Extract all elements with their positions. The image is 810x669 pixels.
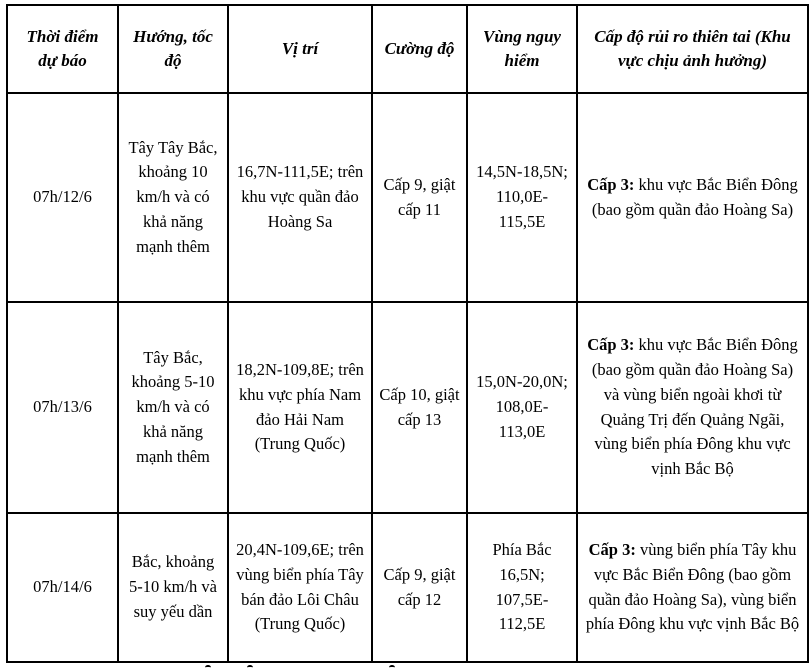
risk-area-text: khu vực Bắc Biển Đông (bao gồm quần đảo … (591, 335, 798, 478)
cell-position: 18,2N-109,8E; trên khu vực phía Nam đảo … (227, 301, 373, 514)
forecast-row-12-6: 07h/12/6 Tây Tây Bắc, khoảng 10 km/h và … (6, 92, 809, 303)
cell-forecast-time: 07h/12/6 (6, 92, 119, 303)
col-header-danger-zone: Vùng nguy hiểm (466, 4, 578, 94)
clipped-caption-fragment (0, 662, 810, 669)
cell-danger-zone: 15,0N-20,0N; 108,0E-113,0E (466, 301, 578, 514)
cell-danger-zone: Phía Bắc 16,5N; 107,5E-112,5E (466, 512, 578, 663)
cell-forecast-time: 07h/13/6 (6, 301, 119, 514)
cell-risk-level: Cấp 3: vùng biển phía Tây khu vực Bắc Bi… (576, 512, 809, 663)
cell-direction-speed: Tây Tây Bắc, khoảng 10 km/h và có khả nă… (117, 92, 229, 303)
forecast-row-14-6: 07h/14/6 Bắc, khoảng 5-10 km/h và suy yế… (6, 512, 809, 663)
risk-level-label: Cấp 3: (587, 174, 635, 194)
storm-forecast-table: Thời điểm dự báo Hướng, tốc độ Vị trí Cư… (6, 4, 809, 663)
cell-intensity: Cấp 10, giật cấp 13 (371, 301, 468, 514)
cell-direction-speed: Tây Bắc, khoảng 5-10 km/h và có khả năng… (117, 301, 229, 514)
col-header-position: Vị trí (227, 4, 373, 94)
cell-risk-level: Cấp 3: khu vực Bắc Biển Đông (bao gồm qu… (576, 301, 809, 514)
cell-intensity: Cấp 9, giật cấp 12 (371, 512, 468, 663)
cell-intensity: Cấp 9, giật cấp 11 (371, 92, 468, 303)
cell-risk-level: Cấp 3: khu vực Bắc Biển Đông (bao gồm qu… (576, 92, 809, 303)
forecast-row-13-6: 07h/13/6 Tây Bắc, khoảng 5-10 km/h và có… (6, 301, 809, 514)
caption-glyph-top (205, 665, 211, 669)
risk-level-label: Cấp 3: (588, 540, 636, 559)
cell-position: 20,4N-109,6E; trên vùng biển phía Tây bá… (227, 512, 373, 663)
header-row: Thời điểm dự báo Hướng, tốc độ Vị trí Cư… (6, 4, 809, 94)
col-header-forecast-time: Thời điểm dự báo (6, 4, 119, 94)
col-header-risk-level: Cấp độ rủi ro thiên tai (Khu vực chịu ản… (576, 4, 809, 94)
cell-danger-zone: 14,5N-18,5N; 110,0E-115,5E (466, 92, 578, 303)
col-header-direction-speed: Hướng, tốc độ (117, 4, 229, 94)
col-header-intensity: Cường độ (371, 4, 468, 94)
cell-position: 16,7N-111,5E; trên khu vực quần đảo Hoàn… (227, 92, 373, 303)
cell-direction-speed: Bắc, khoảng 5-10 km/h và suy yếu dần (117, 512, 229, 663)
risk-level-label: Cấp 3: (587, 335, 635, 355)
risk-area-text: vùng biển phía Tây khu vực Bắc Biển Đông… (585, 540, 800, 634)
caption-glyph-top (247, 665, 253, 669)
cell-forecast-time: 07h/14/6 (6, 512, 119, 663)
caption-glyph-top (389, 665, 395, 669)
risk-area-text: khu vực Bắc Biển Đông (bao gồm quần đảo … (591, 174, 798, 219)
